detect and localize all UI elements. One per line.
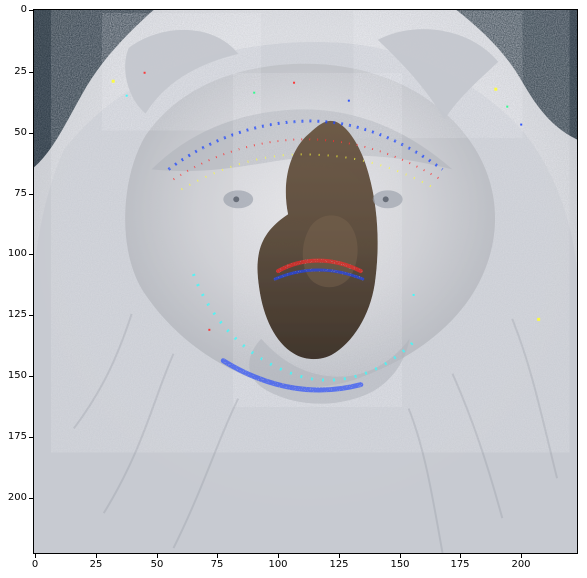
x-tick-25 — [96, 554, 97, 558]
y-tick-label-100: 100 — [7, 248, 27, 259]
x-tick-label-175: 175 — [450, 559, 470, 570]
y-tick-125 — [29, 315, 33, 316]
y-tick-label-75: 75 — [14, 188, 27, 199]
y-tick-label-25: 25 — [14, 66, 27, 77]
x-tick-200 — [521, 554, 522, 558]
x-tick-label-75: 75 — [210, 559, 224, 570]
y-tick-175 — [29, 437, 33, 438]
y-tick-label-50: 50 — [14, 127, 27, 138]
y-tick-75 — [29, 194, 33, 195]
x-tick-150 — [400, 554, 401, 558]
x-tick-label-0: 0 — [31, 559, 39, 570]
x-tick-50 — [157, 554, 158, 558]
y-tick-label-150: 150 — [7, 370, 27, 381]
x-tick-label-100: 100 — [268, 559, 288, 570]
y-tick-label-200: 200 — [7, 492, 27, 503]
x-tick-label-50: 50 — [150, 559, 164, 570]
y-tick-50 — [29, 133, 33, 134]
y-tick-label-125: 125 — [7, 309, 27, 320]
x-tick-75 — [217, 554, 218, 558]
y-tick-label-175: 175 — [7, 431, 27, 442]
x-tick-label-125: 125 — [329, 559, 349, 570]
x-tick-label-25: 25 — [89, 559, 103, 570]
y-tick-25 — [29, 72, 33, 73]
x-tick-125 — [339, 554, 340, 558]
y-tick-100 — [29, 254, 33, 255]
y-tick-150 — [29, 376, 33, 377]
y-tick-label-0: 0 — [20, 4, 27, 15]
y-tick-0 — [29, 10, 33, 11]
image-axes — [33, 9, 578, 554]
x-tick-175 — [460, 554, 461, 558]
y-tick-200 — [29, 498, 33, 499]
x-tick-0 — [35, 554, 36, 558]
x-tick-100 — [278, 554, 279, 558]
bear-image — [34, 10, 577, 553]
x-tick-label-200: 200 — [511, 559, 531, 570]
x-tick-label-150: 150 — [390, 559, 410, 570]
